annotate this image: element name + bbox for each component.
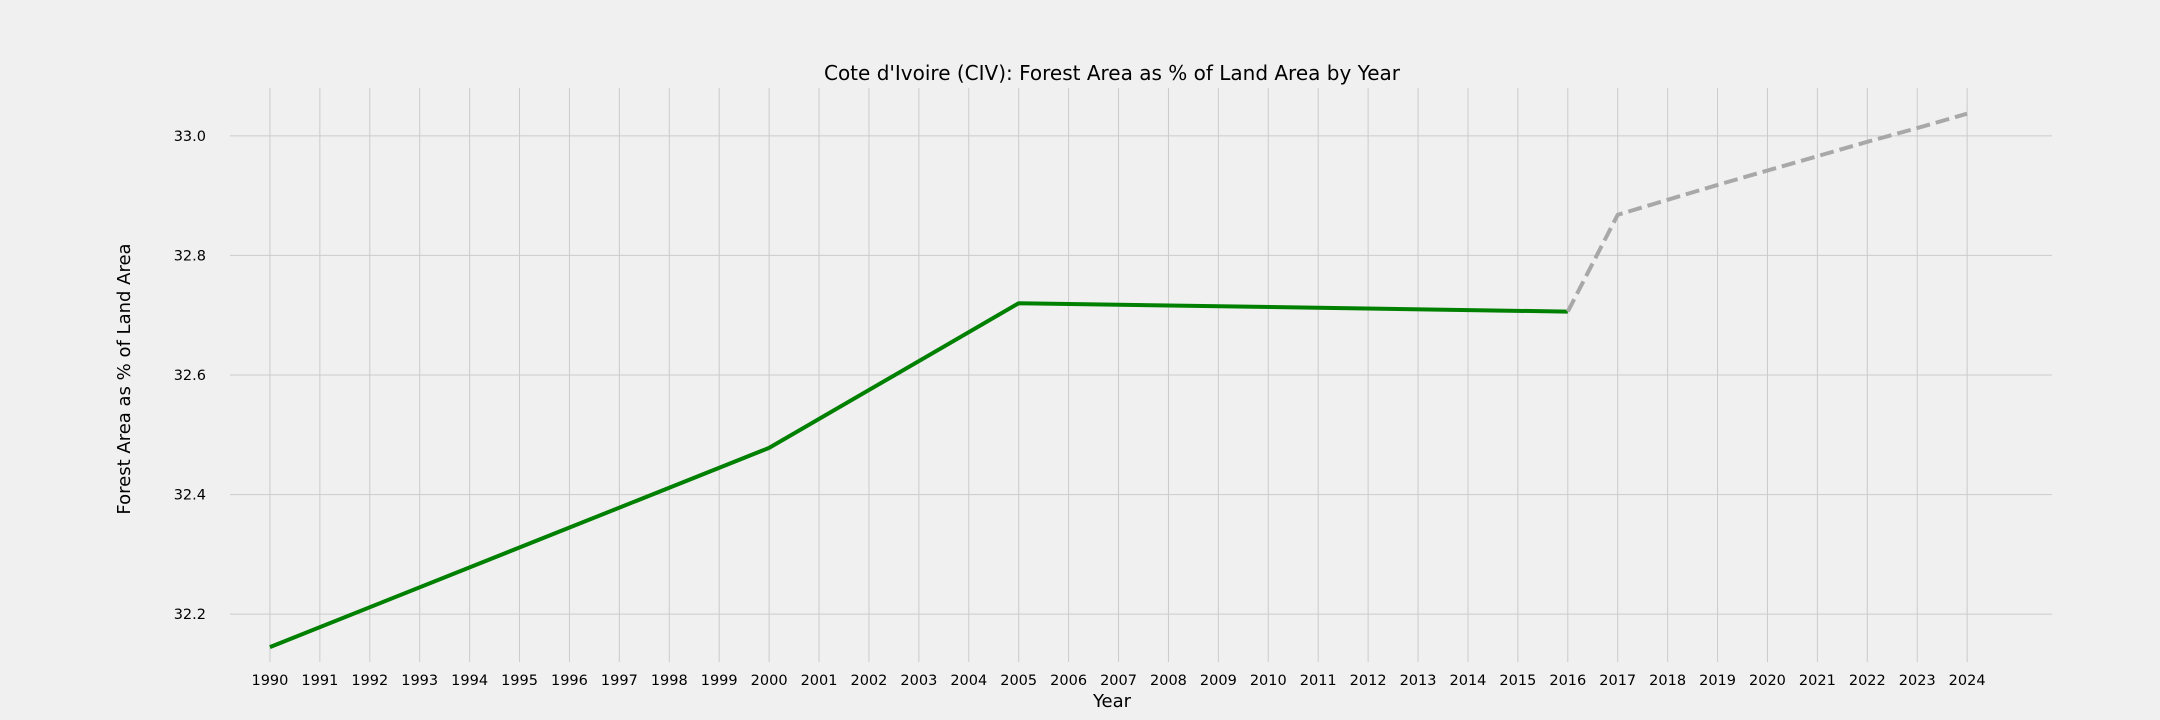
x-tick-label: 1996 bbox=[551, 673, 588, 689]
x-axis-ticks: 1990 1991 1992 1993 1994 1995 1996 1997 1998 1999… bbox=[251, 673, 1985, 689]
x-tick-label: 2020 bbox=[1749, 673, 1786, 689]
y-axis-label: Forest Area as % of Land Area bbox=[114, 243, 135, 514]
forest-area-line bbox=[269, 301, 1568, 649]
x-tick-label: 2005 bbox=[1000, 673, 1037, 689]
x-tick-label: 1993 bbox=[401, 673, 438, 689]
x-tick-label: 2021 bbox=[1799, 673, 1836, 689]
x-tick-label: 1990 bbox=[251, 673, 288, 689]
x-tick-label: 1992 bbox=[351, 673, 388, 689]
x-tick-label: 1995 bbox=[501, 673, 538, 689]
x-tick-label: 2007 bbox=[1100, 673, 1137, 689]
y-tick-label: 32.2 bbox=[174, 607, 206, 623]
x-tick-label: 2016 bbox=[1549, 673, 1586, 689]
x-tick-label: 2014 bbox=[1450, 673, 1487, 689]
y-tick-label: 32.8 bbox=[174, 248, 206, 264]
x-tick-label: 2022 bbox=[1849, 673, 1886, 689]
x-tick-label: 2003 bbox=[900, 673, 937, 689]
x-tick-label: 1999 bbox=[701, 673, 738, 689]
y-tick-label: 33.0 bbox=[174, 129, 206, 145]
x-tick-label: 2009 bbox=[1200, 673, 1237, 689]
grid bbox=[230, 88, 2052, 662]
x-tick-label: 1991 bbox=[301, 673, 338, 689]
x-tick-label: 2004 bbox=[950, 673, 987, 689]
x-tick-label: 2023 bbox=[1899, 673, 1936, 689]
x-axis-label: Year bbox=[1092, 691, 1132, 712]
x-tick-label: 2002 bbox=[850, 673, 887, 689]
x-tick-label: 2012 bbox=[1350, 673, 1387, 689]
x-tick-label: 1994 bbox=[451, 673, 488, 689]
x-tick-label: 1998 bbox=[651, 673, 688, 689]
y-tick-label: 32.6 bbox=[174, 368, 206, 384]
x-tick-label: 2019 bbox=[1699, 673, 1736, 689]
x-tick-label: 2000 bbox=[751, 673, 788, 689]
x-tick-label: 2010 bbox=[1250, 673, 1287, 689]
x-tick-label: 2024 bbox=[1949, 673, 1986, 689]
x-tick-label: 2001 bbox=[801, 673, 838, 689]
x-tick-label: 2017 bbox=[1599, 673, 1636, 689]
x-tick-label: 2018 bbox=[1649, 673, 1686, 689]
x-tick-label: 2011 bbox=[1300, 673, 1337, 689]
chart-title: Cote d'Ivoire (CIV): Forest Area as % of… bbox=[824, 61, 1401, 85]
x-tick-label: 2008 bbox=[1150, 673, 1187, 689]
x-tick-label: 2015 bbox=[1499, 673, 1536, 689]
x-tick-label: 1997 bbox=[601, 673, 638, 689]
x-tick-label: 2006 bbox=[1050, 673, 1087, 689]
y-axis-ticks: 32.2 32.4 32.6 32.8 33.0 bbox=[174, 129, 206, 623]
y-tick-label: 32.4 bbox=[174, 488, 206, 504]
series-layer bbox=[269, 111, 1968, 649]
projection-line bbox=[1566, 111, 1968, 313]
x-tick-label: 2013 bbox=[1400, 673, 1437, 689]
